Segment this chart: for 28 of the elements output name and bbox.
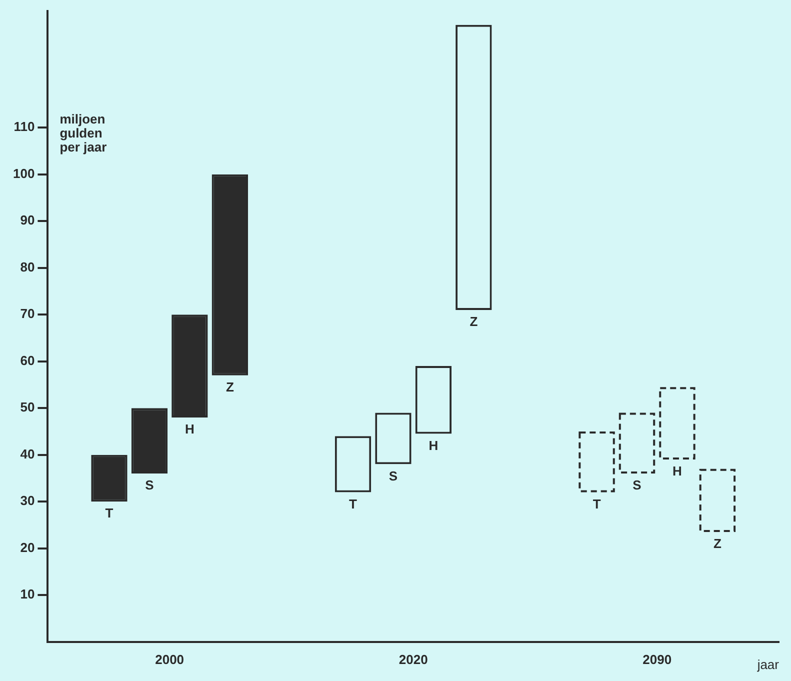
series-label: T: [105, 506, 114, 521]
text: T: [349, 496, 357, 512]
series-label: H: [184, 422, 194, 437]
y-tick-label: 50: [20, 400, 35, 415]
y-tick-label: 110: [14, 119, 35, 134]
text: H: [428, 438, 438, 453]
y-axis-title: miljoen gulden per jaar: [60, 112, 107, 155]
x-axis-title: jaar: [756, 656, 780, 672]
x-tick-label: 2090: [642, 652, 672, 668]
y-tick-label: 60: [20, 352, 35, 368]
y-tick-label: 10: [20, 586, 35, 602]
y-tick-label: 40: [20, 446, 35, 462]
text: Z: [713, 536, 722, 552]
y-tick-label: 70: [20, 306, 35, 322]
text: H: [672, 464, 682, 479]
x-tick-label: 2000: [155, 652, 184, 668]
y-tick-label: 20: [20, 540, 35, 555]
text: S: [388, 468, 398, 484]
text: T: [592, 496, 601, 512]
text: S: [632, 478, 642, 493]
series-label: S: [145, 478, 154, 493]
y-tick-label: 100: [12, 166, 35, 181]
y-tick-label: 90: [20, 212, 35, 228]
series-label: Z: [226, 379, 234, 394]
y-tick-label: 30: [20, 493, 35, 508]
x-tick-label: 2020: [398, 652, 428, 668]
text: Z: [470, 314, 478, 330]
y-tick-label: 80: [20, 259, 35, 274]
